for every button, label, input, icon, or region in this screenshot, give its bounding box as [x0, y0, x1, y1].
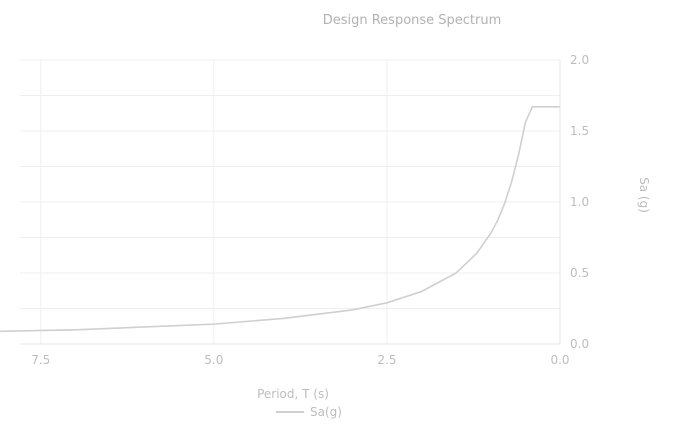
chart-title: Design Response Spectrum	[323, 13, 502, 28]
y-tick-label: 0.5	[570, 266, 589, 280]
y-tick-labels: 0.0 0.5 1.0 1.5 2.0	[570, 53, 589, 351]
x-tick-label: 0.0	[550, 353, 569, 367]
x-tick-label: 2.5	[377, 353, 396, 367]
y-tick-label: 1.5	[570, 124, 589, 138]
y-tick-label: 0.0	[570, 337, 589, 351]
legend: Sa(g)	[276, 405, 342, 419]
y-tick-label: 1.0	[570, 195, 589, 209]
x-tick-label: 5.0	[204, 353, 223, 367]
x-axis-label: Period, T (s)	[257, 387, 329, 401]
y-axis-label: Sa (g)	[637, 177, 651, 213]
y-tick-label: 2.0	[570, 53, 589, 67]
x-tick-label: 7.5	[31, 353, 50, 367]
grid-layer	[20, 59, 560, 344]
x-tick-labels: 0.0 2.5 5.0 7.5	[31, 353, 569, 367]
series-layer	[0, 106, 560, 333]
series-line-sa	[0, 106, 560, 333]
legend-label: Sa(g)	[310, 405, 342, 419]
